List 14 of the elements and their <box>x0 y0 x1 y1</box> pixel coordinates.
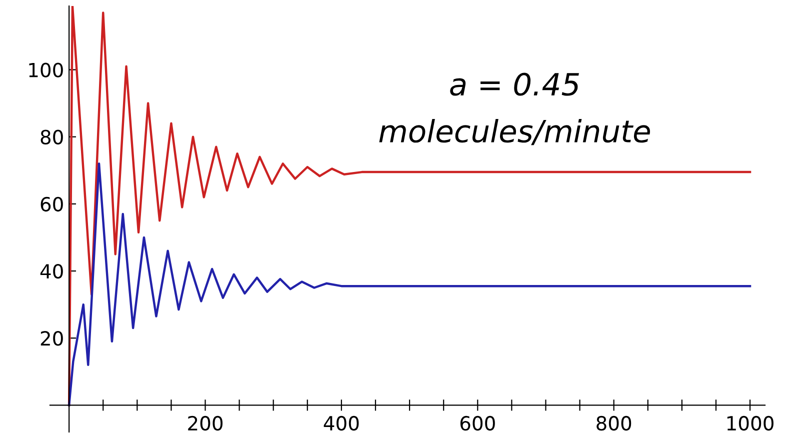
x-tick-label: 800 <box>596 416 632 431</box>
x-tick-label: 600 <box>460 416 495 431</box>
line-series <box>68 6 752 406</box>
y-tick-label: 40 <box>40 264 63 279</box>
x-tick-label: 400 <box>324 416 359 431</box>
x-tick-label: 200 <box>188 416 223 431</box>
y-tick-label: 80 <box>40 130 63 144</box>
y-tick-label: 20 <box>40 331 63 346</box>
x-tick-label: 1000 <box>727 416 774 431</box>
annotation: a = 0.45 <box>450 72 579 96</box>
annotation: molecules/minute <box>379 119 650 146</box>
y-tick-label: 60 <box>40 196 63 212</box>
line-series <box>68 162 752 406</box>
y-tick-label: 100 <box>29 62 63 78</box>
